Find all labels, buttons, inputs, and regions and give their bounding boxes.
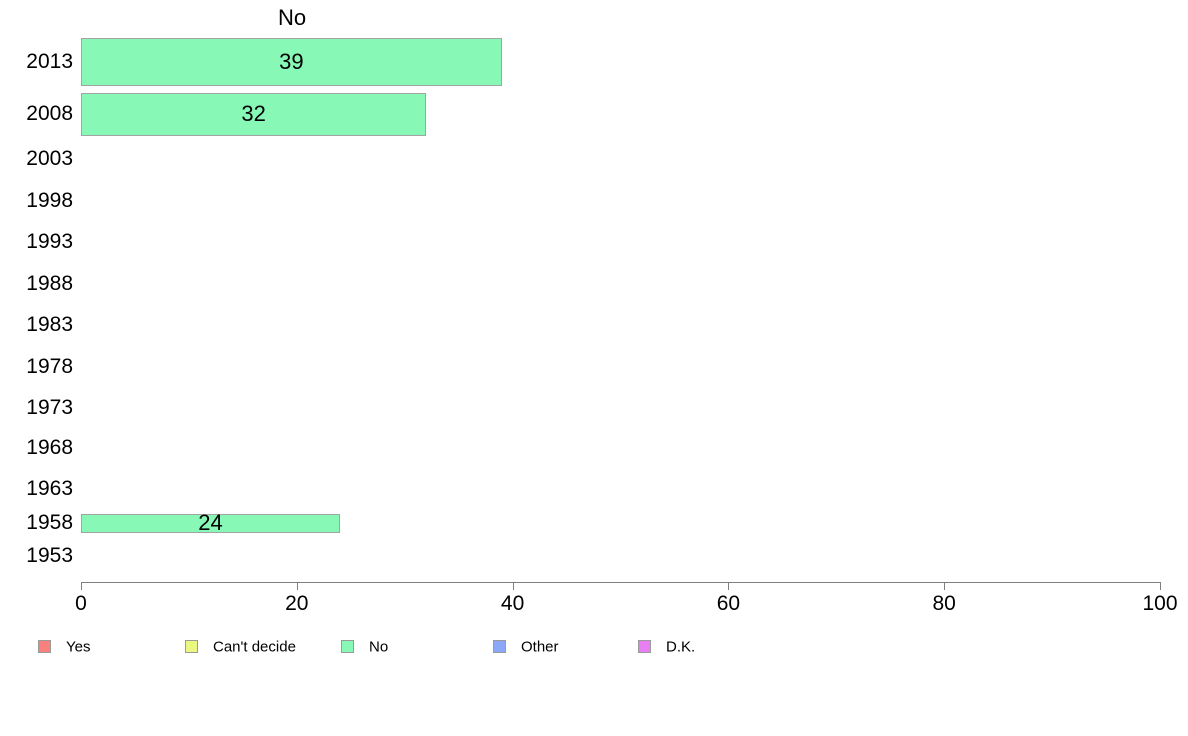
legend-swatch-no xyxy=(341,640,354,653)
y-axis-label-1988: 1988 xyxy=(26,272,73,295)
x-axis-tick-0 xyxy=(81,583,82,590)
y-axis-label-1958: 1958 xyxy=(26,511,73,534)
x-axis-line xyxy=(81,582,1161,583)
y-axis-label-2008: 2008 xyxy=(26,102,73,125)
y-axis-label-1973: 1973 xyxy=(26,396,73,419)
chart-title: No xyxy=(277,5,307,30)
y-axis-label-1953: 1953 xyxy=(26,544,73,567)
x-axis-tick-label-40: 40 xyxy=(500,592,525,615)
x-axis-tick-80 xyxy=(944,583,946,590)
bar-value-label-1958: 24 xyxy=(198,510,223,535)
x-axis-tick-label-100: 100 xyxy=(1142,592,1178,615)
x-axis-tick-100 xyxy=(1160,583,1161,590)
legend-swatch-can-t-decide xyxy=(185,640,198,653)
legend-label-other: Other xyxy=(521,638,559,655)
x-axis-tick-40 xyxy=(512,583,514,590)
x-axis-tick-label-60: 60 xyxy=(716,592,741,615)
bar-1958: 24 xyxy=(81,510,340,535)
x-axis-tick-20 xyxy=(296,583,298,590)
x-axis-tick-label-0: 0 xyxy=(75,592,87,615)
x-axis-tick-60 xyxy=(728,583,730,590)
y-axis-label-1978: 1978 xyxy=(26,355,73,378)
y-axis-label-1983: 1983 xyxy=(26,313,73,336)
y-axis-label-2003: 2003 xyxy=(26,147,73,170)
y-axis-label-1963: 1963 xyxy=(26,477,73,500)
y-axis-label-1993: 1993 xyxy=(26,230,73,253)
y-axis-label-1968: 1968 xyxy=(26,436,73,459)
y-axis-label-1998: 1998 xyxy=(26,189,73,212)
legend-label-no: No xyxy=(369,638,389,655)
y-axis-label-2013: 2013 xyxy=(26,50,73,73)
x-axis-tick-label-20: 20 xyxy=(285,592,309,615)
legend-swatch-yes xyxy=(38,640,51,653)
legend-label-yes: Yes xyxy=(66,638,91,655)
legend-label-can-t-decide: Can't decide xyxy=(213,638,296,655)
x-axis-tick-label-80: 80 xyxy=(932,592,956,615)
legend-label-d-k-: D.K. xyxy=(666,638,696,655)
legend-swatch-other xyxy=(493,640,506,653)
legend-swatch-d-k- xyxy=(638,640,651,653)
bar-value-label-2013: 39 xyxy=(279,49,304,74)
bar-value-label-2008: 32 xyxy=(241,101,266,126)
bar-2013: 39 xyxy=(81,38,502,86)
bar-2008: 32 xyxy=(81,92,427,136)
